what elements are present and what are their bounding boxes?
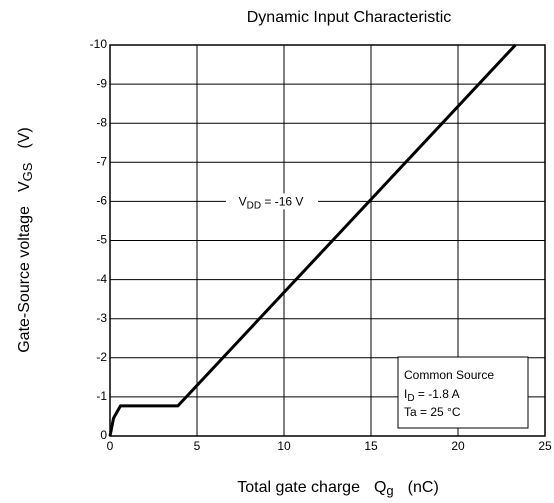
subscript: g: [386, 483, 393, 498]
symbol: I: [404, 387, 407, 401]
y-tick-label: -3: [96, 311, 107, 325]
rest: = -16 V: [261, 195, 303, 209]
y-tick-label: -1: [96, 389, 107, 403]
data-line: [108, 43, 517, 437]
y-tick-label: -7: [96, 154, 107, 168]
chart-title: Dynamic Input Characteristic: [247, 9, 452, 26]
label-bg: [226, 193, 318, 210]
label-text: Total gate charge: [237, 479, 360, 496]
curve-label: VDD = -16 V: [239, 195, 304, 211]
unit: (V): [16, 127, 33, 148]
y-tick-label: -9: [96, 76, 107, 90]
info-text: Ta = 25 °C: [404, 405, 461, 419]
symbol: V: [239, 195, 247, 209]
y-tick-label: -5: [96, 233, 107, 247]
rest: = -1.8 A: [415, 387, 460, 401]
unit: (nC): [408, 479, 439, 496]
x-axis-label: Total gate charge Qg (nC): [237, 479, 439, 498]
subscript: DD: [247, 200, 261, 211]
symbol: V: [16, 181, 33, 192]
x-tick-label: 15: [364, 439, 378, 453]
y-tick-label: -2: [96, 350, 107, 364]
subscript: GS: [20, 162, 35, 181]
x-tick-label: 10: [277, 439, 291, 453]
y-tick-label: -8: [96, 115, 107, 129]
y-tick-label: 0: [100, 428, 107, 442]
x-tick-label: 25: [538, 439, 552, 453]
y-axis-label: Gate-Source voltage VGS (V): [16, 127, 35, 353]
y-tick-label: -6: [96, 194, 107, 208]
info-text: Common Source: [404, 368, 494, 382]
subscript: D: [407, 393, 414, 404]
y-tick-label: -10: [90, 37, 108, 51]
x-tick-label: 0: [107, 439, 114, 453]
info-text: ID = -1.8 A: [404, 387, 460, 403]
y-tick-label: -4: [96, 272, 107, 286]
plot-frame: [109, 44, 546, 437]
x-tick-label: 20: [451, 439, 465, 453]
label-text: Gate-Source voltage: [16, 206, 33, 353]
symbol: Q: [374, 479, 386, 496]
x-tick-label: 5: [194, 439, 201, 453]
info-box: [397, 356, 529, 429]
